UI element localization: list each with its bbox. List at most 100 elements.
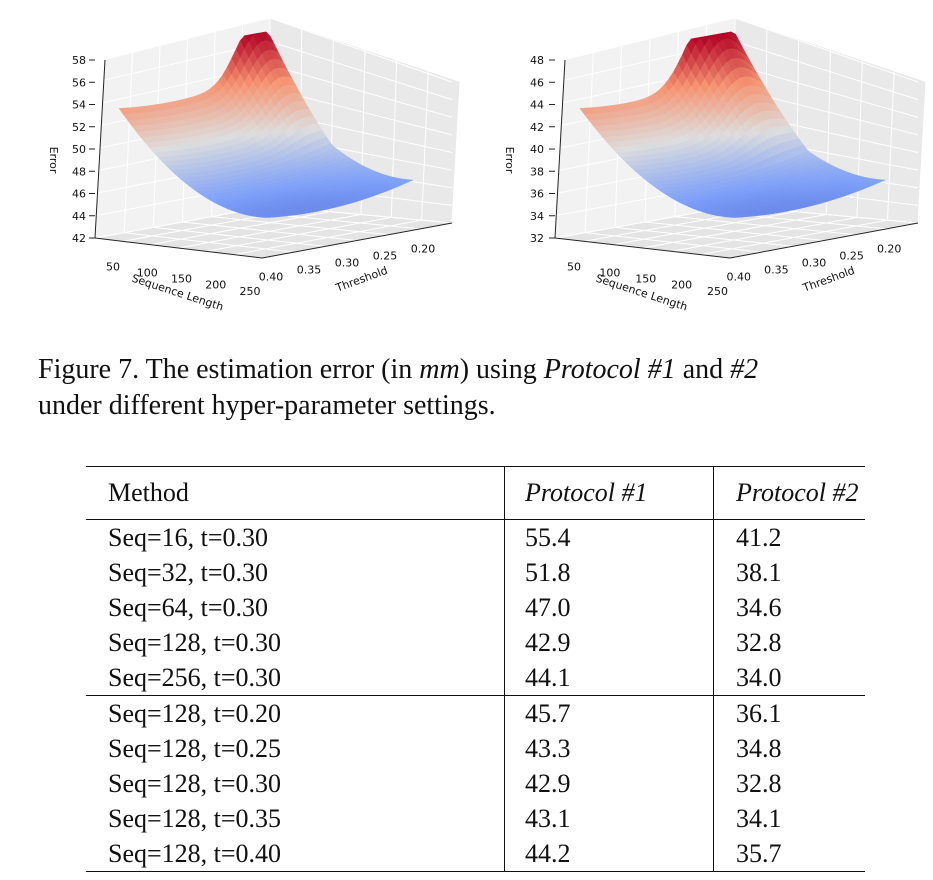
cell-protocol-1: 55.4 — [504, 519, 714, 555]
caption-and: and — [675, 354, 731, 385]
table-row: Seq=128, t=0.35 43.1 34.1 — [86, 801, 865, 836]
cell-protocol-2: 34.6 — [736, 593, 782, 622]
z-axis-label: Error — [47, 147, 60, 174]
cell-protocol-2: 34.0 — [736, 663, 782, 692]
z-tick-label: 48 — [72, 165, 86, 178]
figure-plots: 42 44 46 48 50 52 54 56 58 Error 50 100 150 200 250 Seq… — [0, 0, 933, 345]
cell-method: Seq=256, t=0.30 — [86, 660, 505, 696]
caption-unit: mm — [419, 354, 460, 385]
y-tick-label: 0.25 — [839, 250, 864, 263]
table-row: Seq=64, t=0.30 47.0 34.6 — [86, 590, 865, 625]
table-row: Seq=128, t=0.25 43.3 34.8 — [86, 731, 865, 766]
y-tick-label: 0.30 — [335, 257, 360, 270]
y-tick-label: 0.20 — [877, 243, 902, 256]
x-tick-label: 250 — [707, 285, 728, 298]
cell-method: Seq=128, t=0.20 — [86, 695, 505, 731]
cell-method: Seq=128, t=0.35 — [86, 801, 505, 836]
cell-method: Seq=128, t=0.30 — [86, 625, 505, 660]
table-row: Seq=16, t=0.30 55.4 41.2 — [86, 519, 865, 555]
z-tick-label: 50 — [72, 143, 86, 156]
z-tick-label: 46 — [530, 76, 544, 89]
header-method: Method — [86, 466, 505, 520]
z-tick-labels: 32 34 36 38 40 42 44 46 48 — [530, 54, 555, 245]
caption-protocol-1: Protocol #1 — [543, 354, 676, 385]
z-tick-label: 36 — [530, 188, 544, 201]
caption-middle: ) using — [459, 354, 544, 385]
cell-protocol-1: 51.8 — [504, 555, 714, 590]
cell-protocol-2: 32.8 — [736, 628, 782, 657]
axis-lines — [554, 59, 919, 259]
axis-lines — [94, 59, 453, 259]
cell-protocol-1: 42.9 — [504, 625, 714, 660]
table-row: Seq=128, t=0.40 44.2 35.7 — [86, 836, 865, 872]
x-tick-label: 100 — [599, 267, 620, 280]
cell-protocol-1: 44.2 — [504, 836, 714, 872]
cell-protocol-2: 34.1 — [736, 804, 782, 833]
header-protocol-1: Protocol #1 — [504, 466, 714, 520]
x-tick-labels: 50 100 150 200 250 — [106, 260, 260, 297]
x-tick-labels: 50 100 150 200 250 — [567, 260, 728, 297]
y-tick-labels: 0.20 0.25 0.30 0.35 0.40 — [727, 243, 902, 284]
x-tick-label: 150 — [171, 273, 192, 286]
z-tick-label: 34 — [530, 210, 544, 223]
cell-method: Seq=64, t=0.30 — [86, 590, 505, 625]
x-tick-label: 50 — [567, 260, 581, 273]
table-row: Seq=128, t=0.30 42.9 32.8 — [86, 766, 865, 801]
y-tick-label: 0.40 — [259, 271, 284, 284]
cell-protocol-2: 41.2 — [736, 523, 782, 552]
surface-plot-protocol-2: 32 34 36 38 40 42 44 46 48 Error 50 100 150 200 250 Seq… — [466, 0, 933, 345]
figure-caption: Figure 7. The estimation error (in mm) u… — [38, 352, 918, 424]
caption-line-2: under different hyper-parameter settings… — [38, 390, 496, 421]
cell-protocol-1: 42.9 — [504, 766, 714, 801]
z-tick-label: 44 — [530, 99, 544, 112]
header-protocol-2: Protocol #2 — [736, 478, 859, 507]
floor-pane — [555, 206, 918, 258]
x-tick-label: 250 — [239, 285, 260, 298]
cell-protocol-1: 47.0 — [504, 590, 714, 625]
z-tick-label: 42 — [530, 121, 544, 134]
y-tick-label: 0.40 — [727, 271, 752, 284]
y-tick-label: 0.35 — [764, 264, 789, 277]
z-tick-label: 38 — [530, 165, 544, 178]
cell-protocol-2: 34.8 — [736, 734, 782, 763]
table-block-threshold: Seq=128, t=0.20 45.7 36.1 Seq=128, t=0.25 43… — [86, 695, 865, 872]
z-tick-label: 52 — [72, 121, 86, 134]
x-tick-label: 150 — [635, 273, 656, 286]
z-tick-labels: 42 44 46 48 50 52 54 56 58 — [72, 54, 95, 245]
cell-protocol-2: 36.1 — [713, 695, 865, 731]
table-row: Seq=32, t=0.30 51.8 38.1 — [86, 555, 865, 590]
z-tick-label: 46 — [72, 188, 86, 201]
cell-protocol-1: 43.1 — [504, 801, 714, 836]
caption-prefix: Figure 7. The estimation error (in — [38, 354, 420, 385]
x-tick-label: 200 — [205, 279, 226, 292]
error-surface — [579, 31, 886, 218]
y-tick-labels: 0.20 0.25 0.30 0.35 0.40 — [259, 243, 436, 284]
cell-method: Seq=32, t=0.30 — [86, 555, 505, 590]
surface-plot-protocol-1: 42 44 46 48 50 52 54 56 58 Error 50 100 150 200 250 Seq… — [0, 0, 466, 345]
y-tick-label: 0.30 — [802, 257, 827, 270]
cell-method: Seq=128, t=0.30 — [86, 766, 505, 801]
z-tick-label: 32 — [530, 232, 544, 245]
table-row: Seq=128, t=0.30 42.9 32.8 — [86, 625, 865, 660]
cell-method: Seq=16, t=0.30 — [86, 519, 505, 555]
cell-protocol-2: 35.7 — [713, 836, 865, 872]
results-table: Method Protocol #1 Protocol #2 Seq=16, t… — [86, 466, 865, 872]
z-tick-label: 56 — [72, 76, 86, 89]
z-tick-label: 44 — [72, 210, 86, 223]
z-tick-label: 40 — [530, 143, 544, 156]
table-header-row: Method Protocol #1 Protocol #2 — [86, 466, 865, 520]
x-tick-label: 200 — [671, 279, 692, 292]
x-tick-label: 50 — [106, 260, 120, 273]
cell-method: Seq=128, t=0.40 — [86, 836, 505, 872]
table-block-sequence: Seq=16, t=0.30 55.4 41.2 Seq=32, t=0.30 51.8… — [86, 519, 865, 696]
cell-method: Seq=128, t=0.25 — [86, 731, 505, 766]
z-tick-label: 54 — [72, 99, 86, 112]
caption-protocol-2: #2 — [730, 354, 759, 385]
cell-protocol-1: 43.3 — [504, 731, 714, 766]
cell-protocol-2: 32.8 — [736, 769, 782, 798]
z-tick-label: 42 — [72, 232, 86, 245]
table-row: Seq=256, t=0.30 44.1 34.0 — [86, 660, 865, 696]
z-tick-label: 58 — [72, 54, 86, 67]
